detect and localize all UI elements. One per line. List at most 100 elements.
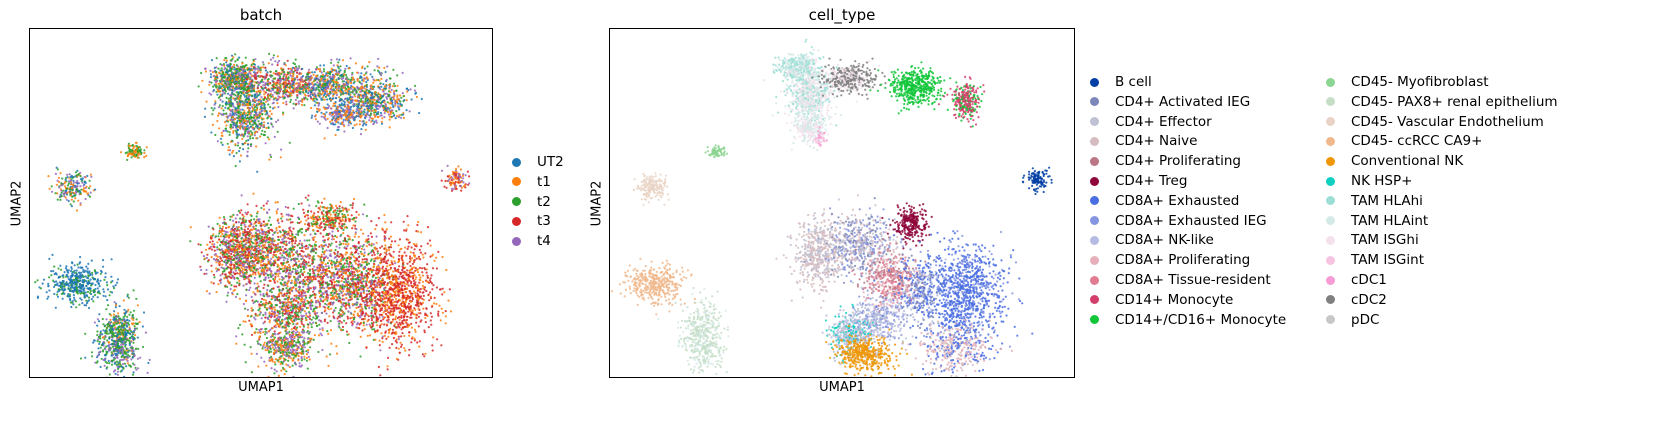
- scatter-point: [119, 364, 122, 367]
- scatter-point: [63, 271, 66, 274]
- scatter-point: [45, 291, 48, 294]
- scatter-point: [92, 290, 95, 293]
- scatter-point: [96, 330, 99, 333]
- scatter-point: [388, 118, 391, 121]
- scatter-point: [375, 79, 378, 82]
- scatter-point: [243, 93, 246, 96]
- scatter-point: [69, 299, 72, 302]
- scatter-point: [284, 86, 287, 89]
- scatter-point: [324, 79, 327, 82]
- scatter-point: [339, 93, 342, 96]
- scatter-point: [237, 97, 240, 100]
- scatter-point: [379, 114, 382, 117]
- scatter-point: [223, 58, 226, 62]
- scatter-point: [113, 324, 116, 327]
- scatter-point: [110, 354, 113, 357]
- scatter-point: [222, 89, 225, 92]
- scatter-point: [301, 83, 304, 87]
- scatter-point: [317, 104, 320, 107]
- scatter-point: [303, 93, 306, 96]
- scatter-point: [353, 117, 356, 120]
- scatter-point: [334, 101, 337, 104]
- scatter-point: [95, 361, 99, 364]
- scatter-point: [48, 276, 51, 279]
- scatter-point: [264, 66, 267, 69]
- scatter-point: [70, 283, 73, 287]
- scatter-point: [240, 194, 243, 197]
- scatter-point: [374, 90, 377, 94]
- scatter-point: [353, 93, 356, 96]
- scatter-point: [279, 88, 282, 91]
- scatter-point: [257, 65, 260, 68]
- scatter-point: [135, 322, 138, 326]
- scatter-point: [110, 275, 113, 278]
- scatter-point: [67, 287, 70, 290]
- scatter-point: [357, 95, 360, 98]
- scatter-point: [261, 118, 264, 121]
- scatter-point: [322, 70, 326, 73]
- scatter-point: [236, 136, 239, 139]
- scatter-point: [245, 82, 249, 85]
- scatter-point: [139, 149, 142, 152]
- scatter-point: [267, 88, 270, 91]
- scatter-point: [333, 111, 336, 114]
- scatter-point: [54, 283, 57, 286]
- scatter-point: [272, 274, 275, 277]
- scatter-point: [264, 272, 267, 275]
- scatter-point: [252, 65, 255, 69]
- scatter-point: [306, 86, 309, 89]
- scatter-point: [361, 94, 365, 97]
- scatter-point: [216, 90, 220, 93]
- scatter-point: [351, 85, 354, 89]
- scatter-point: [118, 337, 122, 340]
- scatter-point: [290, 94, 293, 97]
- scatter-point: [126, 359, 129, 362]
- scatter-point: [337, 128, 340, 131]
- scatter-point: [361, 87, 364, 90]
- scatter-point: [132, 371, 135, 374]
- scatter-point: [393, 114, 396, 117]
- scatter-point: [215, 80, 218, 83]
- scatter-point: [280, 148, 283, 151]
- scatter-point: [392, 82, 396, 85]
- scatter-point: [377, 95, 380, 98]
- scatter-point: [331, 121, 334, 124]
- scatter-point: [257, 100, 260, 103]
- scatter-point: [252, 58, 255, 61]
- scatter-point: [250, 143, 253, 146]
- scatter-point: [143, 151, 146, 155]
- scatter-point: [352, 105, 355, 108]
- scatter-point: [219, 235, 223, 238]
- scatter-point: [392, 68, 395, 71]
- scatter-point: [85, 302, 89, 305]
- scatter-point: [79, 261, 82, 264]
- scatter-point: [274, 70, 277, 73]
- scatter-point: [389, 106, 392, 109]
- scatter-point: [57, 284, 60, 287]
- scatter-point: [99, 279, 102, 282]
- scatter-point: [255, 145, 258, 148]
- scatter-point: [235, 133, 238, 136]
- scatter-point: [221, 143, 224, 146]
- scatter-point: [86, 287, 89, 290]
- scatter-point: [318, 82, 321, 85]
- scatter-point: [394, 117, 397, 120]
- scatter-point: [267, 126, 270, 130]
- scatter-point: [239, 125, 242, 128]
- scatter-point: [287, 206, 290, 209]
- scatter-point: [315, 86, 318, 90]
- scatter-point: [200, 91, 203, 94]
- scatter-point: [243, 74, 246, 77]
- scatter-point: [305, 79, 308, 82]
- scatter-point: [318, 90, 321, 93]
- scatter-point: [247, 111, 250, 114]
- scatter-point: [244, 114, 247, 117]
- scatter-point: [244, 211, 247, 214]
- scatter-point: [292, 102, 295, 105]
- scatter-point: [114, 353, 118, 356]
- scatter-point: [400, 96, 403, 99]
- scatter-point: [128, 313, 131, 316]
- scatter-point: [219, 98, 222, 101]
- scatter-point: [128, 332, 131, 335]
- scatter-point: [204, 67, 207, 70]
